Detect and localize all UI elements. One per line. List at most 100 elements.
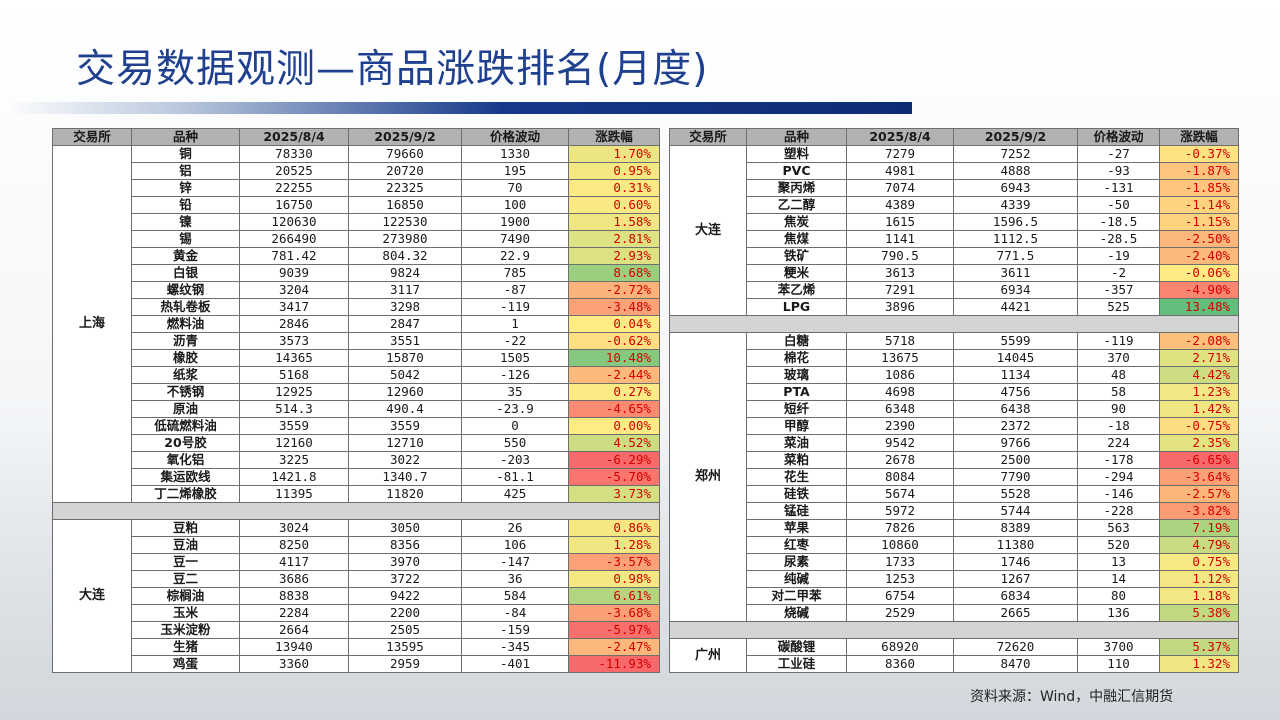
table-row: 鸡蛋 3360 2959 -401 -11.93% [53,655,660,673]
variety-cell: 玻璃 [746,366,847,384]
pct-change-cell: -0.37% [1159,145,1239,163]
price-change-cell: 58 [1077,383,1160,401]
price-end-cell: 6934 [953,281,1078,299]
price-start-cell: 781.42 [239,247,349,265]
price-end-cell: 804.32 [348,247,462,265]
table-row: 橡胶 14365 15870 1505 10.48% [53,349,660,367]
pct-change-cell: 7.19% [1159,519,1239,537]
price-change-cell: 785 [461,264,569,282]
variety-cell: 黄金 [131,247,240,265]
exchange-cell: 上海 [52,145,132,503]
variety-cell: PVC [746,162,847,180]
exchange-cell: 郑州 [669,332,747,622]
price-end-cell: 12710 [348,434,462,452]
price-change-cell: -146 [1077,485,1160,503]
variety-cell: 低硫燃料油 [131,417,240,435]
table-row: 大连 塑料 7279 7252 -27 -0.37% [669,145,1239,316]
price-end-cell: 15870 [348,349,462,367]
pct-change-cell: -1.85% [1159,179,1239,197]
table-row: 玉米淀粉 2664 2505 -159 -5.97% [53,621,660,639]
left-ranking-table: 交易所 品种 2025/8/4 2025/9/2 价格波动 涨跌幅 上海铜 783… [52,128,660,673]
price-end-cell: 79660 [348,145,462,163]
variety-cell: 热轧卷板 [131,298,240,316]
table-row: 豆油 8250 8356 106 1.28% [53,536,660,554]
price-start-cell: 6754 [846,587,954,605]
price-end-cell: 5042 [348,366,462,384]
price-end-cell: 3117 [348,281,462,299]
pct-change-cell: 4.52% [568,434,660,452]
price-change-cell: -22 [461,332,569,350]
price-start-cell: 5972 [846,502,954,520]
table-row: 集运欧线 1421.8 1340.7 -81.1 -5.70% [53,468,660,486]
pct-change-cell: 0.31% [568,179,660,197]
pct-change-cell: -5.97% [568,621,660,639]
table-row: 棕榈油 8838 9422 584 6.61% [53,587,660,605]
pct-change-cell: -3.48% [568,298,660,316]
price-end-cell: 771.5 [953,247,1078,265]
table-row: 锡 266490 273980 7490 2.81% [53,230,660,248]
price-end-cell: 3298 [348,298,462,316]
variety-cell: 橡胶 [131,349,240,367]
table-row: 乙二醇 4389 4339 -50 -1.14% [670,196,1239,214]
price-change-cell: 70 [461,179,569,197]
variety-cell: 玉米淀粉 [131,621,240,639]
price-end-cell: 14045 [953,349,1078,367]
price-change-cell: 80 [1077,587,1160,605]
variety-cell: 工业硅 [746,655,847,673]
price-change-cell: -27 [1077,145,1160,163]
table-row: 郑州 白糖 5718 5599 -119 -2.08% [669,332,1239,622]
variety-cell: 沥青 [131,332,240,350]
table-row: 沥青 3573 3551 -22 -0.62% [53,332,660,350]
pct-change-cell: -0.62% [568,332,660,350]
price-end-cell: 5744 [953,502,1078,520]
group-separator [52,502,660,520]
price-change-cell: 136 [1077,604,1160,622]
price-end-cell: 3611 [953,264,1078,282]
variety-cell: 苹果 [746,519,847,537]
price-start-cell: 3559 [239,417,349,435]
price-start-cell: 3573 [239,332,349,350]
price-end-cell: 2372 [953,417,1078,435]
price-end-cell: 2200 [348,604,462,622]
price-start-cell: 22255 [239,179,349,197]
header-date-end: 2025/9/2 [953,128,1078,146]
right-ranking-table: 交易所 品种 2025/8/4 2025/9/2 价格波动 涨跌幅 大连 塑料 72… [669,128,1239,673]
price-change-cell: 13 [1077,553,1160,571]
pct-change-cell: 1.70% [568,145,660,163]
price-end-cell: 22325 [348,179,462,197]
price-end-cell: 8389 [953,519,1078,537]
price-end-cell: 13595 [348,638,462,656]
table-row: 短纤 6348 6438 90 1.42% [670,400,1239,418]
price-change-cell: -84 [461,604,569,622]
price-start-cell: 3613 [846,264,954,282]
price-change-cell: -119 [1077,332,1160,350]
price-change-cell: 425 [461,485,569,503]
pct-change-cell: -2.44% [568,366,660,384]
pct-change-cell: -11.93% [568,655,660,673]
table-row: 大连 豆粕 3024 3050 26 0.86% [52,519,660,673]
price-end-cell: 3559 [348,417,462,435]
price-end-cell: 2959 [348,655,462,673]
pct-change-cell: 1.28% [568,536,660,554]
pct-change-cell: 0.27% [568,383,660,401]
price-start-cell: 514.3 [239,400,349,418]
header-date-start: 2025/8/4 [239,128,349,146]
price-end-cell: 16850 [348,196,462,214]
price-change-cell: -23.9 [461,400,569,418]
table-row: 广州 碳酸锂 68920 72620 3700 5.37% [669,638,1239,673]
table-row: 玉米 2284 2200 -84 -3.68% [53,604,660,622]
table-row: 黄金 781.42 804.32 22.9 2.93% [53,247,660,265]
price-start-cell: 3225 [239,451,349,469]
price-change-cell: 0 [461,417,569,435]
pct-change-cell: 2.35% [1159,434,1239,452]
price-start-cell: 2846 [239,315,349,333]
price-end-cell: 72620 [953,638,1078,656]
table-row: 热轧卷板 3417 3298 -119 -3.48% [53,298,660,316]
price-start-cell: 7291 [846,281,954,299]
price-end-cell: 7252 [953,145,1078,163]
table-row: 尿素 1733 1746 13 0.75% [670,553,1239,571]
price-start-cell: 5718 [846,332,954,350]
price-change-cell: 26 [461,519,569,537]
variety-cell: PTA [746,383,847,401]
price-end-cell: 4421 [953,298,1078,316]
